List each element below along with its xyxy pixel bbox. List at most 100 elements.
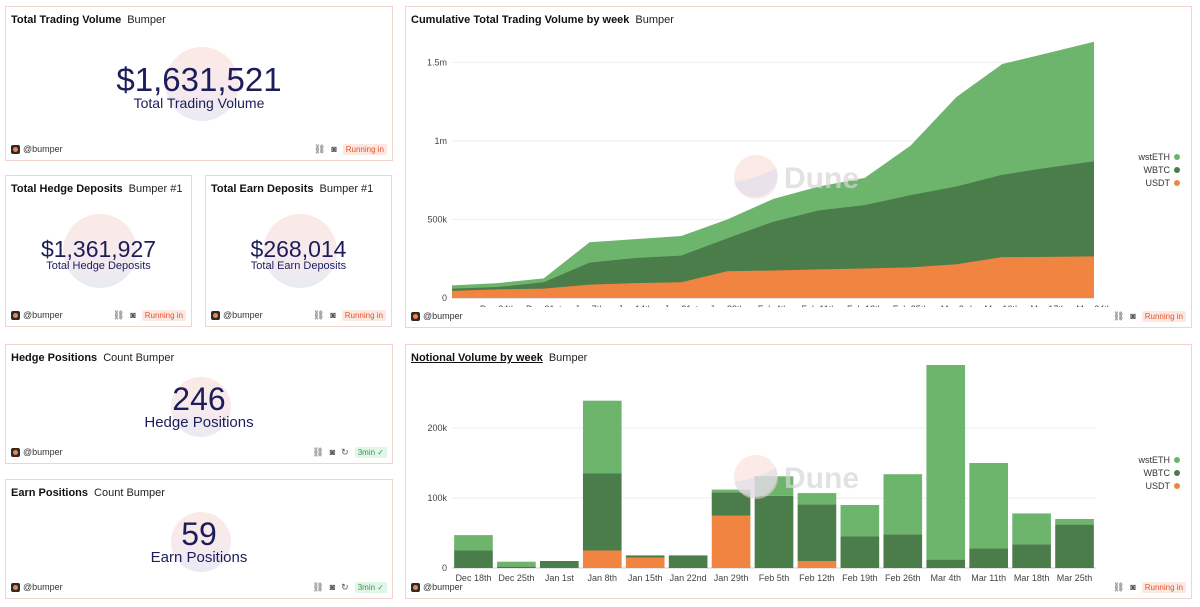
owner-link[interactable]: @bumper [423, 311, 463, 321]
x-tick-label: Mar 25th [1057, 573, 1093, 583]
card-footer: @bumper ⛓ ◙ Running in [411, 581, 1186, 593]
counter-label: Total Earn Deposits [250, 260, 347, 272]
bar-wbtc [497, 566, 536, 568]
running-badge: Running in [141, 309, 186, 321]
bar-usdt [625, 557, 665, 568]
card-title-text: Total Trading Volume [11, 14, 122, 26]
card-title-text: Earn Positions [11, 487, 89, 499]
camera-icon[interactable]: ◙ [330, 310, 336, 320]
counter-value: 246 [172, 381, 226, 417]
dune-blob-decoration [171, 377, 231, 437]
y-tick-label: 0 [442, 293, 447, 303]
bar-wsteth [1055, 519, 1094, 525]
y-tick-label: 1.5m [427, 57, 447, 67]
x-tick-label: Feb 26th [885, 573, 921, 583]
card-title: Total Trading Volume Bumper [11, 14, 166, 26]
duration-text: 3min [357, 447, 376, 457]
link-icon[interactable]: ⛓ [312, 446, 324, 457]
bar-wsteth [454, 535, 493, 551]
bar-wbtc [883, 534, 923, 568]
camera-icon[interactable]: ◙ [130, 310, 136, 320]
x-tick-label: Feb 25th [893, 304, 929, 307]
legend-swatch [1174, 483, 1180, 489]
bar-wsteth [497, 561, 536, 567]
watermark-wave [734, 168, 778, 198]
link-icon[interactable]: ⛓ [312, 581, 324, 592]
bar-wbtc [454, 550, 493, 568]
bar-wbtc [540, 561, 579, 568]
x-tick-label: Mar 24th [1076, 304, 1112, 307]
x-tick-label: Feb 5th [759, 573, 790, 583]
camera-icon[interactable]: ◙ [1130, 311, 1136, 321]
card-footer: @bumper ⛓ ◙ Running in [411, 310, 1186, 322]
link-icon[interactable]: ⛓ [1112, 310, 1125, 321]
bar-wbtc [840, 536, 880, 568]
counter-label: Hedge Positions [144, 414, 254, 431]
owner-link[interactable]: @bumper [23, 310, 63, 320]
x-tick-label: Jan 29th [714, 573, 749, 583]
cumulative-volume-card: Cumulative Total Trading Volume by week B… [405, 6, 1192, 328]
x-tick-label: Dec 25th [498, 573, 534, 583]
link-icon[interactable]: ⛓ [1112, 581, 1125, 592]
camera-icon[interactable]: ◙ [331, 144, 337, 154]
camera-icon[interactable]: ◙ [1130, 582, 1136, 592]
link-icon[interactable]: ⛓ [312, 309, 325, 320]
counter: 59 Earn Positions [6, 518, 392, 566]
owner-link[interactable]: @bumper [423, 582, 463, 592]
link-icon[interactable]: ⛓ [313, 143, 326, 154]
duration-text: 3min [357, 582, 376, 592]
camera-icon[interactable]: ◙ [329, 447, 336, 457]
legend-label: USDT [1146, 481, 1171, 491]
notional-bar-chart: 0 100k 200k Dec 18th Dec 25th Jan 1st Jan 8th J… [427, 365, 1180, 583]
bar-wbtc [1055, 524, 1094, 568]
check-icon: ✓ [377, 582, 384, 592]
legend-label: USDT [1146, 178, 1171, 188]
counter-value: 59 [181, 516, 217, 552]
notional-volume-card: Notional Volume by week Bumper 0 100k 200k D… [405, 344, 1192, 599]
hedge-positions-card: Hedge Positions Count Bumper 246 Hedge Po… [5, 344, 393, 464]
legend-swatch [1174, 167, 1180, 173]
bar-wbtc [754, 495, 794, 568]
card-title: Cumulative Total Trading Volume by week B… [411, 14, 674, 26]
bar-wbtc [625, 555, 665, 558]
owner-link[interactable]: @bumper [23, 582, 63, 592]
refresh-icon[interactable]: ↻ [341, 581, 349, 592]
y-tick-label: 200k [427, 423, 447, 433]
legend-label: WBTC [1144, 165, 1171, 175]
camera-icon[interactable]: ◙ [329, 582, 336, 592]
legend-swatch [1174, 470, 1180, 476]
running-badge: Running in [1141, 581, 1186, 593]
chart-title-link[interactable]: Notional Volume by week [411, 352, 543, 364]
dune-blob-decoration [63, 214, 137, 288]
dune-logo-icon [11, 582, 20, 592]
dune-logo-icon [11, 144, 20, 154]
bar-wbtc [797, 504, 837, 561]
x-tick-label: Mar 4th [930, 573, 961, 583]
legend-label: wstETH [1138, 152, 1171, 162]
owner-link[interactable]: @bumper [23, 144, 63, 154]
bar-wbtc [969, 548, 1008, 568]
link-icon[interactable]: ⛓ [112, 309, 125, 320]
card-footer: @bumper ⛓ ◙ Running in [11, 309, 186, 321]
total-hedge-deposits-card: Total Hedge Deposits Bumper #1 $1,361,927… [5, 175, 192, 327]
x-tick-label: Jan 22nd [670, 573, 707, 583]
x-tick-label: Dec 24th [480, 304, 516, 307]
card-title-text: Hedge Positions [11, 352, 98, 364]
counter-label: Earn Positions [150, 549, 248, 566]
card-title-text: Total Earn Deposits [211, 183, 314, 195]
x-tick-label: Mar 10th [985, 304, 1021, 307]
y-tick-label: 100k [427, 493, 447, 503]
owner-link[interactable]: @bumper [223, 310, 263, 320]
x-tick-label: Feb 19th [842, 573, 878, 583]
watermark-wave [734, 468, 778, 498]
card-title: Notional Volume by week Bumper [411, 352, 587, 364]
bar-wsteth [1012, 513, 1051, 545]
dune-blob-decoration [171, 512, 231, 572]
card-title-text: Total Hedge Deposits [11, 183, 123, 195]
chart-subtitle: Bumper [548, 352, 588, 364]
owner-link[interactable]: @bumper [23, 447, 63, 457]
counter-label: Total Hedge Deposits [46, 260, 151, 272]
refresh-icon[interactable]: ↻ [341, 446, 349, 457]
chart-title: Cumulative Total Trading Volume by week [411, 14, 630, 26]
dune-logo-icon [411, 582, 420, 592]
